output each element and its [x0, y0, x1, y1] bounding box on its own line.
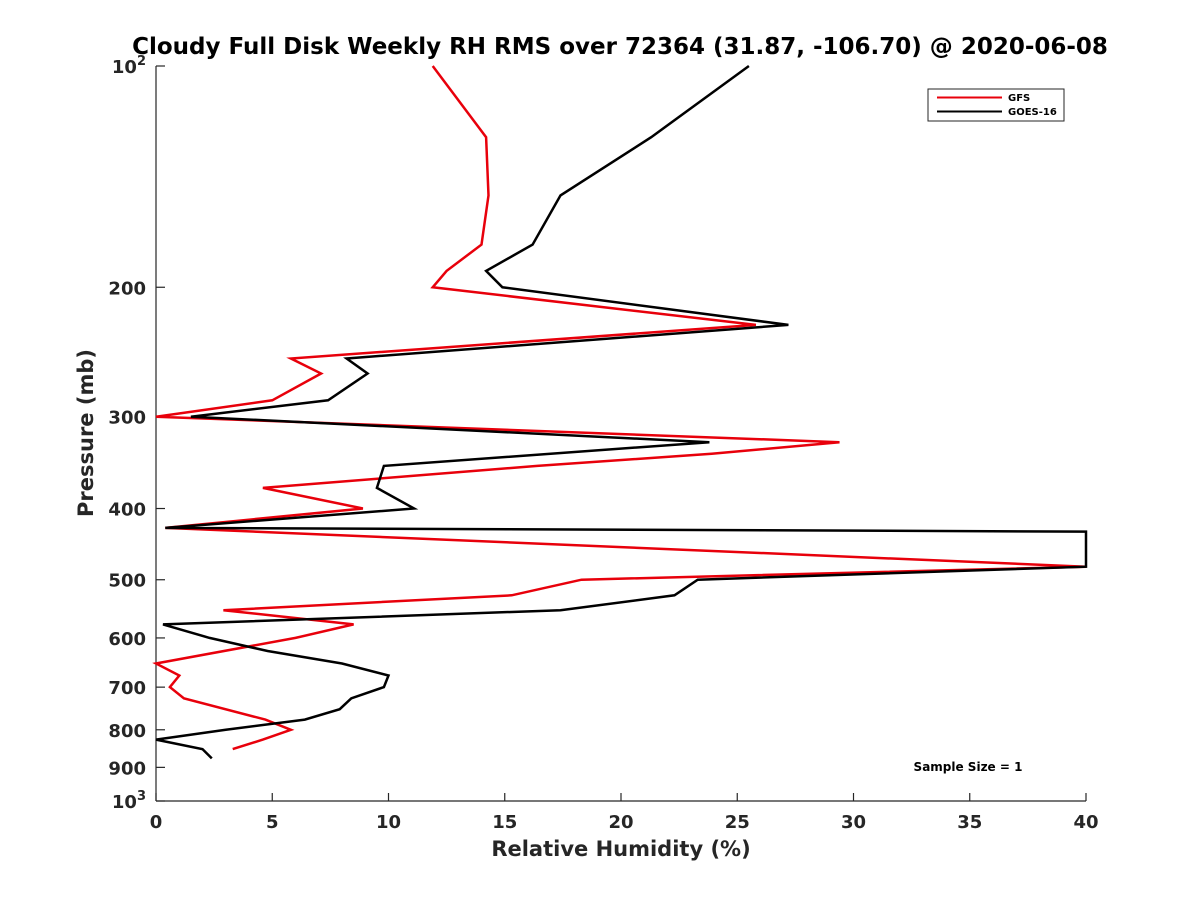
x-tick-label: 15 — [492, 812, 517, 833]
y-axis-label: Pressure (mb) — [74, 349, 98, 517]
series-line-gfs — [152, 65, 1087, 751]
x-tick-label: 5 — [266, 812, 279, 833]
y-tick-label: 700 — [108, 678, 146, 699]
y-tick-label: 400 — [108, 500, 146, 521]
y-tick-label: 200 — [108, 278, 146, 299]
x-ticks: 0 5 10 15 20 25 30 35 40 — [150, 793, 1099, 833]
legend-label-gfs: GFS — [1008, 93, 1030, 104]
y-tick-label: 300 — [108, 408, 146, 429]
y-tick-label: 600 — [108, 629, 146, 650]
y-tick-label: 102 — [112, 54, 146, 78]
sample-size-annotation: Sample Size = 1 — [914, 760, 1023, 774]
y-tick-label: 103 — [112, 789, 146, 813]
x-axis-label: Relative Humidity (%) — [491, 837, 750, 861]
legend-box — [927, 88, 1065, 122]
y-tick-label: 500 — [108, 571, 146, 592]
x-tick-label: 35 — [957, 812, 982, 833]
legend: GFS GOES-16 — [927, 88, 1065, 122]
chart-title: Cloudy Full Disk Weekly RH RMS over 7236… — [132, 34, 1108, 60]
y-ticks: 102 200 300 400 500 600 700 800 900 103 — [108, 54, 165, 813]
x-tick-label: 30 — [841, 812, 866, 833]
series-layer — [152, 64, 1088, 760]
legend-label-goes16: GOES-16 — [1008, 107, 1057, 118]
series-line-goes16 — [155, 64, 1088, 760]
x-tick-label: 40 — [1073, 812, 1098, 833]
y-tick-label: 900 — [108, 758, 146, 779]
x-tick-label: 25 — [725, 812, 750, 833]
y-tick-label: 800 — [108, 721, 146, 742]
x-tick-label: 0 — [150, 812, 163, 833]
x-tick-label: 10 — [376, 812, 401, 833]
x-tick-label: 20 — [608, 812, 633, 833]
